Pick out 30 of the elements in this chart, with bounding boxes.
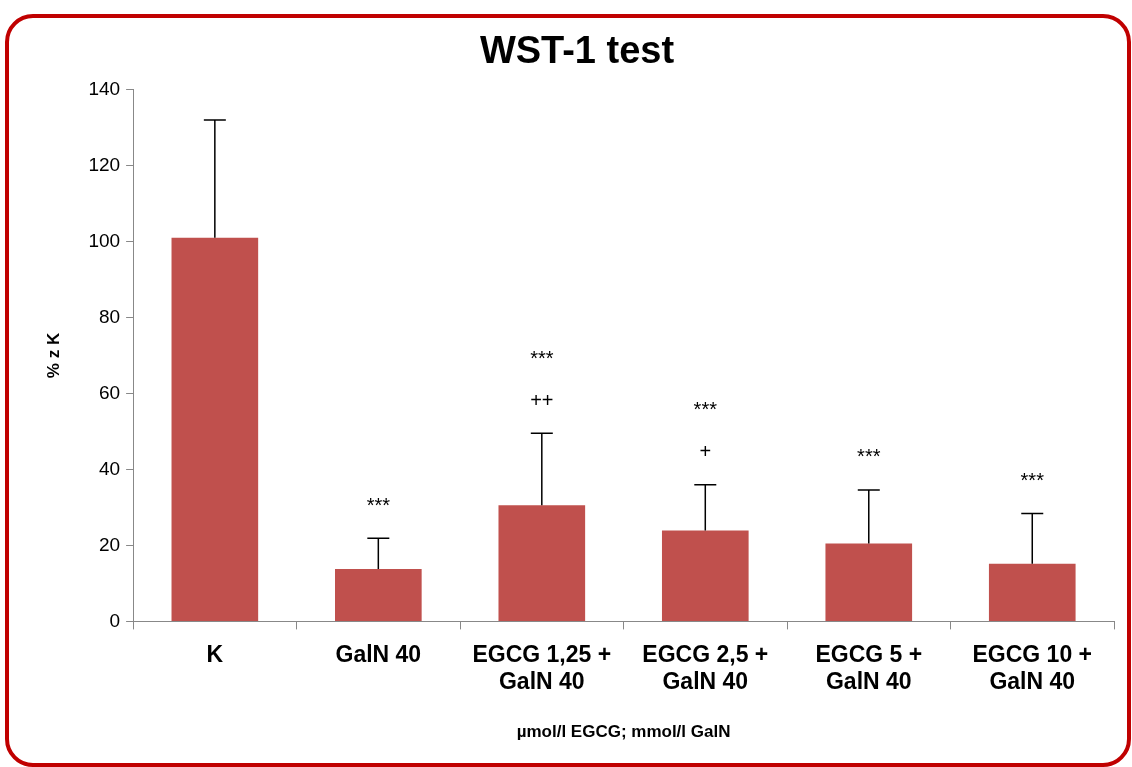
bar <box>661 530 749 621</box>
x-tick-label: EGCG 5 + GalN 40 <box>815 640 923 695</box>
annotation: *** <box>693 398 718 421</box>
y-tick-label: 100 <box>88 229 121 251</box>
y-tick-label: 80 <box>98 305 121 327</box>
chart-title: WST-1 test <box>479 29 675 72</box>
x-tick-label: EGCG 1,25 + GalN 40 <box>472 640 612 695</box>
x-axis-title: µmol/l EGCG; mmol/l GalN <box>516 722 731 742</box>
x-tick-label: GalN 40 <box>335 640 422 667</box>
bar <box>988 563 1076 621</box>
annotation: + <box>699 440 712 463</box>
annotation: *** <box>1020 469 1045 492</box>
x-tick-label: EGCG 10 + GalN 40 <box>972 640 1093 695</box>
x-tick-label: K <box>206 640 224 667</box>
y-tick-label: 140 <box>88 77 121 99</box>
y-tick-label: 40 <box>98 457 121 479</box>
bar <box>171 237 259 621</box>
y-tick-label: 120 <box>88 153 121 175</box>
y-tick-label: 0 <box>109 609 121 631</box>
bar <box>498 505 586 621</box>
x-tick-label: EGCG 2,5 + GalN 40 <box>642 640 769 695</box>
y-tick-label: 20 <box>98 533 121 555</box>
bar <box>335 568 422 621</box>
y-tick-label: 60 <box>98 381 121 403</box>
y-axis-title: % z K <box>43 332 63 379</box>
annotation: *** <box>530 346 554 369</box>
annotation: *** <box>366 493 391 516</box>
bar <box>825 543 913 621</box>
annotation: *** <box>857 445 881 468</box>
annotation: ++ <box>530 388 554 411</box>
